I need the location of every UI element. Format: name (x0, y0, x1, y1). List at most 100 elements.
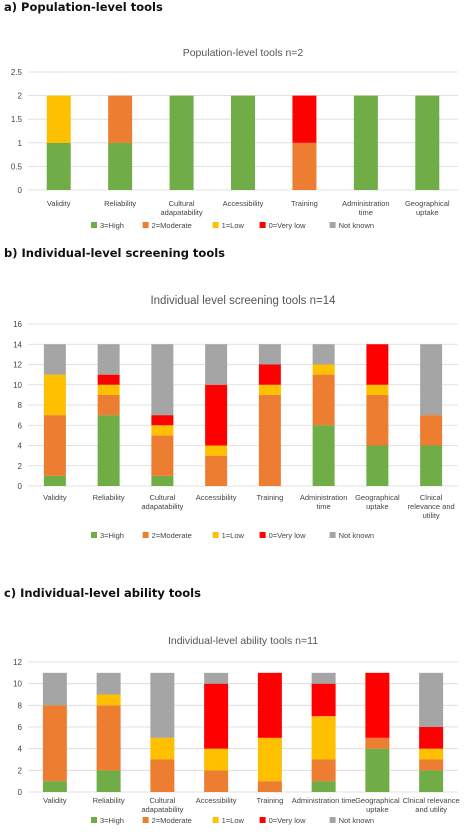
bar-segment (43, 344, 66, 375)
x-category-label: Reliability (93, 493, 125, 502)
bar-segment (204, 672, 229, 684)
bar-segment (419, 770, 444, 792)
legend-swatch (212, 532, 219, 538)
bar-segment (311, 716, 336, 760)
bar-segment (311, 672, 336, 684)
legend-label: 2=Moderate (152, 221, 192, 230)
bar-segment (257, 737, 282, 782)
bar-segment (365, 748, 390, 792)
y-tick-label: 6 (18, 421, 23, 430)
legend-label: 1=Low (222, 816, 245, 825)
x-category-label: uptake (416, 208, 439, 217)
bar-segment (312, 374, 335, 426)
bar-segment (205, 344, 228, 385)
bar-segment (108, 142, 133, 190)
bar-segment (292, 95, 317, 143)
bar-segment (365, 672, 390, 738)
legend-swatch (329, 222, 336, 228)
bar-segment (151, 344, 174, 416)
bar-segment (311, 781, 336, 792)
x-category-label: Training (256, 796, 283, 805)
x-category-label: Accessibility (196, 796, 237, 805)
panel-b-heading: b) Individual-level screening tools (4, 246, 226, 260)
legend-swatch (91, 222, 97, 228)
legend-swatch (91, 817, 97, 823)
bar-segment (311, 683, 336, 717)
bar-segment (96, 694, 121, 706)
bar-segment (312, 425, 335, 486)
x-category-label: Geographical (355, 493, 400, 502)
bar-segment (43, 415, 66, 476)
x-category-label: Cultural (169, 199, 195, 208)
legend-label: Not known (339, 816, 374, 825)
bar-segment (231, 95, 255, 190)
bar-segment (420, 445, 443, 486)
bar-segment (419, 748, 444, 760)
bar-segment (292, 142, 317, 190)
x-category-label: Accessibility (223, 199, 264, 208)
x-category-label: Validity (43, 493, 67, 502)
bar-segment (97, 384, 120, 395)
bar-segment (150, 672, 175, 738)
bar-segment (96, 705, 121, 771)
bar-segment (366, 445, 389, 486)
y-tick-label: 12 (13, 658, 22, 667)
x-category-label: Clnical relevance (403, 796, 460, 805)
bar-segment (96, 672, 121, 695)
bar-segment (151, 475, 174, 486)
chart-title: Individual level screening tools n=14 (150, 295, 336, 307)
bar-segment (312, 344, 335, 365)
x-category-label: Training (256, 493, 283, 502)
y-tick-label: 16 (13, 320, 22, 329)
legend-label: 3=High (100, 816, 124, 825)
legend-label: 3=High (100, 531, 124, 540)
x-category-label: Reliability (93, 796, 125, 805)
y-tick-label: 12 (13, 361, 22, 370)
y-tick-label: 10 (13, 680, 22, 689)
legend-swatch (212, 817, 219, 823)
legend-label: Not known (339, 531, 374, 540)
legend-swatch (259, 222, 266, 228)
legend-label: 0=Very low (269, 221, 306, 230)
x-category-label: Cultural (149, 493, 175, 502)
bar-segment (257, 672, 282, 738)
legend-swatch (259, 532, 266, 538)
bar-segment (353, 95, 378, 190)
bar-segment (151, 435, 174, 476)
x-category-label: Clnical (420, 493, 443, 502)
x-category-label: uptake (366, 502, 389, 511)
legend-swatch (329, 817, 336, 823)
chart-title: Population-level tools n=2 (183, 47, 304, 59)
legend-label: 2=Moderate (152, 531, 192, 540)
bar-segment (46, 95, 71, 143)
bar-segment (419, 672, 444, 727)
bar-segment (365, 737, 390, 749)
bar-segment (205, 384, 228, 446)
bar-segment (366, 394, 389, 446)
x-category-label: Cultural (149, 796, 175, 805)
bar-segment (151, 415, 174, 426)
bar-segment (415, 95, 440, 190)
y-tick-label: 4 (18, 745, 23, 754)
bar-segment (97, 374, 120, 385)
x-category-label: adapatability (161, 208, 203, 217)
x-category-label: uptake (366, 805, 389, 814)
bar-segment (258, 344, 281, 365)
y-tick-label: 10 (13, 381, 22, 390)
bar-segment (258, 384, 281, 395)
bar-segment (150, 737, 175, 760)
x-category-label: time (317, 502, 331, 511)
y-tick-label: 6 (18, 723, 23, 732)
x-category-label: Geographical (405, 199, 450, 208)
chart-population-level: Population-level tools n=2 0 0.5 1 1.5 2 2.5 Va… (11, 47, 458, 230)
y-tick-label: 1 (18, 139, 23, 148)
bar-segment (312, 364, 335, 375)
x-category-label: relevance and (408, 502, 455, 511)
x-category-label: Validity (47, 199, 71, 208)
x-category-label: Administration (300, 493, 348, 502)
bar-segment (205, 455, 228, 486)
bar-segment (204, 770, 229, 792)
y-tick-label: 4 (18, 442, 23, 451)
x-category-label: Reliability (104, 199, 136, 208)
chart-individual-screening: Individual level screening tools n=14 0 2 4… (13, 295, 458, 540)
